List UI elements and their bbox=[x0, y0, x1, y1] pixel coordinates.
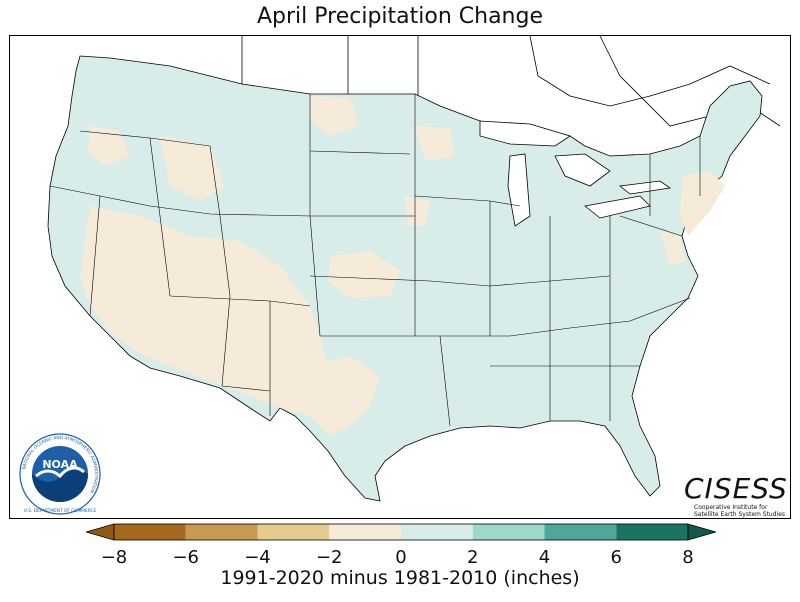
noaa-wordmark: NOAA bbox=[42, 458, 78, 471]
map-title: April Precipitation Change bbox=[256, 4, 543, 29]
colorbar: −8 −6 −4 −2 0 2 4 6 8 bbox=[86, 521, 716, 568]
colorbar-tick-label: 0 bbox=[395, 547, 407, 568]
cisess-line2: Satellite Earth System Studies bbox=[694, 511, 786, 518]
colorbar-tick-label: 2 bbox=[467, 547, 479, 568]
noaa-logo: NOAA NATIONAL OCEANIC AND ATMOSPHERIC AD… bbox=[19, 433, 101, 515]
colorbar-tick-label: 6 bbox=[610, 547, 622, 568]
drier-regions bbox=[80, 96, 725, 436]
colorbar-tick-label: 8 bbox=[682, 547, 694, 568]
colorbar-bin-0 bbox=[114, 524, 186, 540]
cisess-logo: CISESS Cooperative Institute for Satelli… bbox=[684, 472, 788, 519]
great-lakes bbox=[479, 120, 672, 227]
colorbar-tick-label: 4 bbox=[538, 547, 551, 568]
colorbar-bin-6 bbox=[544, 524, 617, 540]
cisess-line1: Cooperative Institute for bbox=[694, 504, 768, 511]
colorbar-frame bbox=[113, 523, 689, 541]
colorbar-bin-3 bbox=[329, 524, 401, 540]
colorbar-tick-label: −6 bbox=[172, 547, 200, 568]
noaa-bottom-text: U.S. DEPARTMENT OF COMMERCE bbox=[24, 508, 97, 514]
colorbar-bin-2 bbox=[257, 524, 330, 540]
colorbar-under-triangle bbox=[86, 523, 115, 541]
colorbar-tick-label: −4 bbox=[244, 547, 271, 568]
state-boundaries bbox=[49, 94, 701, 427]
colorbar-bin-5 bbox=[472, 524, 545, 540]
colorbar-tick-label: −8 bbox=[100, 547, 128, 568]
cisess-name: CISESS bbox=[684, 472, 788, 505]
colorbar-bin-4 bbox=[401, 524, 473, 540]
colorbar-bin-1 bbox=[185, 524, 258, 540]
colorbar-tick-label: −2 bbox=[315, 547, 343, 568]
map-panel: NOAA NATIONAL OCEANIC AND ATMOSPHERIC AD… bbox=[9, 35, 791, 519]
us-map: NOAA NATIONAL OCEANIC AND ATMOSPHERIC AD… bbox=[19, 36, 781, 515]
colorbar-label: 1991-2020 minus 1981-2010 (inches) bbox=[220, 567, 580, 589]
colorbar-over-triangle bbox=[687, 523, 716, 541]
colorbar-bin-7 bbox=[616, 524, 688, 540]
colorbar-svg bbox=[86, 523, 716, 541]
